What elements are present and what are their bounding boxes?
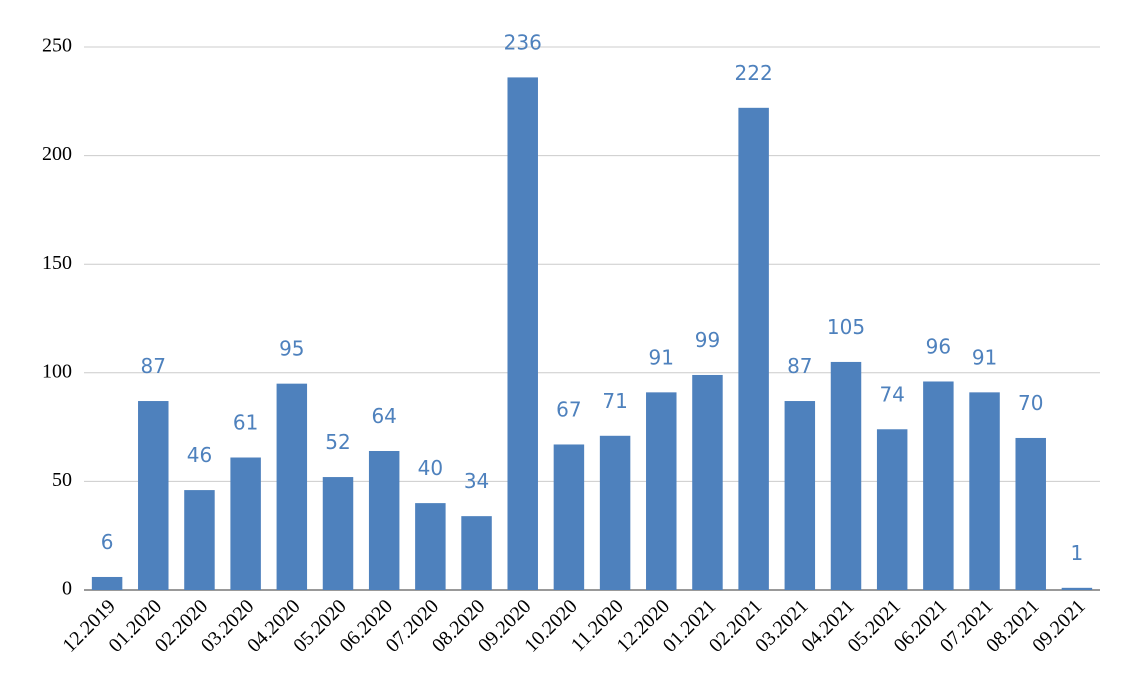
bar bbox=[368, 450, 400, 590]
value-label: 91 bbox=[649, 345, 674, 369]
value-label: 61 bbox=[233, 411, 258, 435]
bar bbox=[646, 392, 677, 590]
value-label: 34 bbox=[464, 469, 489, 493]
bar bbox=[138, 401, 169, 590]
x-tick-label: 09.2021 bbox=[1028, 595, 1090, 657]
value-label: 96 bbox=[926, 334, 951, 358]
bar bbox=[969, 392, 1000, 590]
bar bbox=[553, 444, 585, 590]
value-label: 70 bbox=[1018, 391, 1043, 415]
y-tick-label: 200 bbox=[42, 143, 72, 165]
value-label: 52 bbox=[325, 430, 350, 454]
bar bbox=[923, 381, 954, 590]
value-label: 91 bbox=[972, 345, 997, 369]
value-label: 40 bbox=[418, 456, 443, 480]
value-label: 87 bbox=[787, 354, 812, 378]
value-label: 87 bbox=[141, 354, 166, 378]
y-tick-label: 150 bbox=[42, 252, 72, 274]
bar bbox=[784, 401, 816, 590]
bar bbox=[276, 383, 308, 590]
bar bbox=[692, 374, 723, 590]
value-label: 95 bbox=[279, 337, 304, 361]
y-tick-label: 250 bbox=[42, 35, 72, 57]
value-label: 71 bbox=[602, 389, 627, 413]
y-tick-label: 100 bbox=[42, 360, 72, 382]
bar bbox=[1015, 437, 1046, 590]
bar bbox=[322, 477, 354, 590]
value-label: 99 bbox=[695, 328, 720, 352]
value-label: 1 bbox=[1071, 541, 1084, 565]
y-tick-label: 50 bbox=[52, 469, 72, 491]
value-label: 74 bbox=[879, 382, 904, 406]
bar bbox=[830, 361, 862, 590]
value-label: 222 bbox=[735, 61, 773, 85]
value-label: 64 bbox=[371, 404, 396, 428]
bar bbox=[599, 435, 631, 590]
bar bbox=[507, 77, 538, 590]
bar bbox=[738, 107, 769, 590]
bar bbox=[230, 457, 261, 590]
bar bbox=[876, 429, 908, 590]
value-label: 46 bbox=[187, 443, 212, 467]
value-label: 6 bbox=[101, 530, 114, 554]
bar bbox=[415, 503, 446, 590]
value-label: 67 bbox=[556, 397, 581, 421]
bar bbox=[184, 490, 215, 590]
y-tick-label: 0 bbox=[62, 578, 72, 600]
bar bbox=[461, 516, 492, 590]
bar bbox=[1061, 587, 1093, 590]
value-label: 105 bbox=[827, 315, 865, 339]
value-label: 236 bbox=[504, 30, 542, 54]
bar bbox=[91, 576, 123, 590]
